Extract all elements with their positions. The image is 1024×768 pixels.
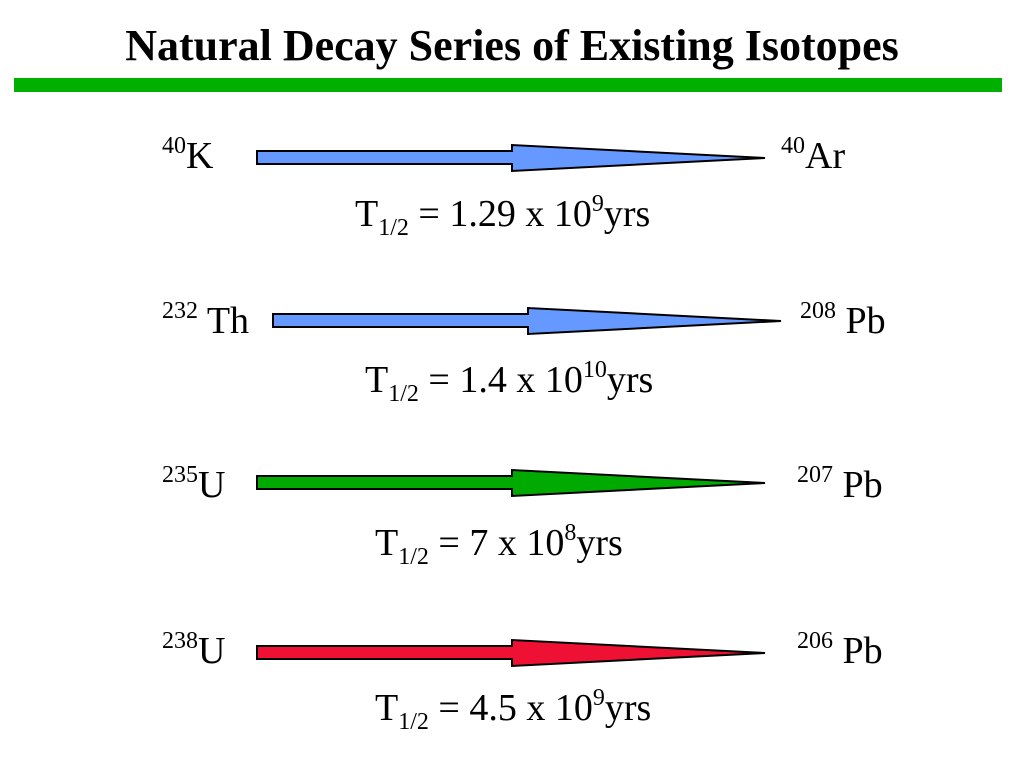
parent-symbol: Th [206, 300, 250, 342]
daughter-mass: 40 [781, 133, 805, 159]
half-life-label: T1/2 = 4.5 x 109yrs [375, 685, 652, 734]
daughter-mass: 206 [797, 628, 833, 654]
decay-arrow [256, 143, 766, 173]
decay-arrow [256, 638, 766, 668]
daughter-symbol: Pb [842, 464, 883, 506]
parent-isotope-u238: 238U [162, 629, 225, 673]
parent-symbol: U [198, 464, 226, 506]
page-title: Natural Decay Series of Existing Isotope… [125, 21, 899, 70]
halflife-subscript: 1/2 [398, 544, 429, 570]
arrow-shape [256, 638, 766, 668]
parent-mass: 232 [162, 298, 198, 324]
parent-mass: 235 [162, 462, 198, 488]
arrow-shape [272, 306, 782, 336]
parent-mass: 238 [162, 628, 198, 654]
daughter-isotope-pb: 208 Pb [800, 299, 886, 343]
half-life-label: T1/2 = 1.29 x 109yrs [355, 191, 651, 240]
daughter-isotope-ar: 40Ar [781, 134, 845, 178]
halflife-value: = 1.4 x 10 [418, 359, 583, 401]
daughter-isotope-pb: 206 Pb [797, 629, 883, 673]
decay-arrow [272, 306, 782, 336]
parent-symbol: U [198, 630, 226, 672]
decay-arrow [256, 468, 766, 498]
halflife-subscript: 1/2 [398, 709, 429, 735]
halflife-subscript: 1/2 [388, 381, 419, 407]
halflife-unit: yrs [576, 522, 623, 564]
halflife-symbol: T [355, 193, 379, 235]
daughter-mass: 207 [797, 462, 833, 488]
title-underline [14, 78, 1002, 92]
halflife-exponent: 10 [582, 357, 607, 383]
halflife-symbol: T [375, 522, 399, 564]
halflife-exponent: 9 [591, 191, 604, 217]
halflife-value: = 7 x 10 [428, 522, 565, 564]
daughter-isotope-pb: 207 Pb [797, 463, 883, 507]
parent-isotope-u235: 235U [162, 463, 225, 507]
parent-isotope-th: 232 Th [162, 299, 249, 343]
daughter-symbol: Ar [805, 135, 846, 177]
halflife-unit: yrs [606, 359, 654, 401]
parent-isotope-k: 40K [162, 134, 213, 178]
halflife-exponent: 9 [592, 685, 605, 711]
daughter-symbol: Pb [842, 630, 883, 672]
parent-symbol: K [186, 135, 214, 177]
daughter-mass: 208 [800, 298, 836, 324]
parent-mass: 40 [162, 133, 186, 159]
halflife-value: = 4.5 x 10 [428, 687, 593, 729]
arrow-shape [256, 468, 766, 498]
halflife-unit: yrs [603, 193, 651, 235]
halflife-value: = 1.29 x 10 [408, 193, 592, 235]
halflife-symbol: T [375, 687, 399, 729]
daughter-symbol: Pb [845, 300, 886, 342]
half-life-label: T1/2 = 1.4 x 1010yrs [365, 357, 654, 406]
halflife-exponent: 8 [564, 520, 577, 546]
arrow-shape [256, 143, 766, 173]
halflife-symbol: T [365, 359, 389, 401]
halflife-unit: yrs [604, 687, 652, 729]
half-life-label: T1/2 = 7 x 108yrs [375, 520, 623, 569]
halflife-subscript: 1/2 [378, 215, 409, 241]
